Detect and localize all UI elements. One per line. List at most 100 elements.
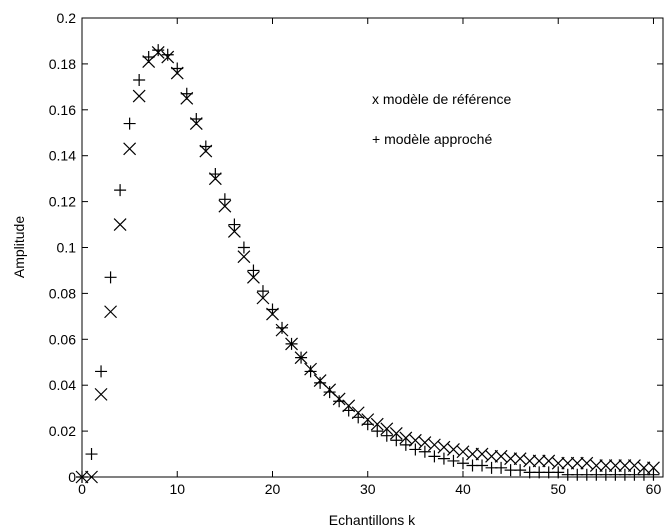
series-layer	[75, 44, 660, 484]
x-marker-point	[485, 449, 498, 463]
x-marker-point	[447, 443, 460, 456]
series-reference	[75, 46, 660, 484]
x-tick-label: 0	[78, 481, 86, 497]
x-marker-point	[427, 438, 441, 452]
plus-marker-point	[256, 285, 269, 298]
x-marker-point	[570, 456, 584, 470]
x-tick-label: 10	[169, 481, 185, 497]
x-marker-point	[647, 461, 660, 475]
y-tick-label: 0.02	[49, 423, 76, 439]
y-axis-label: Amplitude	[11, 216, 27, 278]
plus-marker-point	[409, 443, 422, 456]
plus-marker-point	[342, 404, 355, 417]
x-axis: 0 10 20 30 40 50 60	[78, 18, 661, 497]
x-marker-point	[104, 305, 117, 319]
x-tick-label: 20	[265, 481, 281, 497]
x-marker-point	[437, 440, 451, 454]
y-tick-label: 0.12	[49, 194, 76, 210]
x-marker-point	[523, 454, 537, 468]
x-marker-point	[123, 142, 137, 156]
x-marker-point	[618, 459, 632, 472]
x-marker-point	[513, 452, 527, 466]
x-marker-point	[380, 422, 394, 436]
plus-marker-point	[104, 271, 117, 284]
plus-marker-point	[218, 193, 231, 206]
x-marker-point	[637, 461, 651, 475]
plus-marker-point	[190, 112, 203, 125]
x-tick-label: 50	[550, 481, 566, 497]
plus-marker-point	[514, 464, 527, 477]
plus-marker-point	[266, 303, 279, 316]
plus-marker-point	[152, 44, 165, 57]
plus-marker-point	[295, 351, 308, 364]
x-marker-point	[475, 447, 489, 461]
plus-marker-point	[371, 425, 384, 438]
plus-marker-point	[399, 438, 412, 451]
plus-marker-point	[361, 418, 374, 431]
plus-marker-point	[276, 321, 289, 334]
x-marker-point	[237, 250, 251, 264]
y-tick-label: 0.08	[49, 285, 76, 301]
plus-marker-point	[142, 51, 155, 64]
x-marker-point	[561, 456, 575, 470]
plus-marker-point	[171, 62, 184, 75]
y-tick-label: 0.14	[49, 148, 76, 164]
x-marker-point	[504, 452, 518, 466]
x-marker-point	[599, 459, 613, 472]
x-marker-point	[370, 417, 384, 431]
x-marker-point	[389, 426, 403, 440]
plus-marker-point	[161, 48, 174, 61]
plus-marker-point	[333, 395, 346, 408]
plus-marker-point	[380, 429, 393, 442]
x-marker-point	[456, 445, 470, 459]
plus-marker-point	[456, 457, 469, 470]
y-axis: 0 0.02 0.04 0.06 0.08 0.1 0.12 0.14 0.16 0.18 0.2	[49, 10, 663, 485]
x-tick-label: 60	[646, 481, 662, 497]
plus-marker-point	[314, 376, 327, 389]
plus-marker-point	[447, 454, 460, 467]
x-marker-point	[227, 225, 241, 238]
plus-marker-point	[495, 461, 508, 474]
plus-marker-point	[95, 365, 108, 378]
x-marker-point	[113, 218, 127, 231]
plus-marker-point	[390, 434, 403, 447]
plus-marker-point	[133, 73, 146, 86]
plus-marker-point	[476, 459, 489, 472]
plus-marker-point	[209, 168, 222, 181]
x-marker-point	[256, 291, 270, 305]
y-tick-label: 0.2	[57, 10, 77, 26]
plus-marker-point	[418, 445, 431, 458]
x-tick-label: 30	[360, 481, 376, 497]
x-axis-label: Echantillons k	[329, 512, 416, 528]
plus-marker-point	[323, 386, 336, 399]
y-tick-label: 0	[68, 469, 76, 485]
plus-marker-point	[304, 365, 317, 378]
x-tick-label: 40	[455, 481, 471, 497]
x-marker-point	[580, 456, 594, 470]
plus-marker-point	[428, 450, 441, 463]
plus-marker-point	[114, 184, 127, 197]
plus-marker-point	[237, 241, 250, 254]
plus-marker-point	[85, 448, 98, 461]
plot-area	[81, 17, 664, 478]
x-marker-point	[85, 470, 98, 484]
plus-marker-point	[180, 87, 193, 100]
x-marker-point	[94, 387, 108, 401]
x-marker-point	[589, 459, 603, 472]
plus-marker-point	[352, 411, 365, 424]
x-marker-point	[551, 456, 565, 470]
legend-entry-approx: + modèle approché	[372, 131, 492, 147]
x-marker-point	[542, 454, 556, 468]
plus-marker-point	[199, 140, 212, 153]
plus-marker-point	[285, 337, 298, 350]
plus-marker-point	[76, 471, 88, 483]
x-marker-point	[132, 89, 146, 103]
plus-marker-point	[247, 264, 260, 277]
x-marker-point	[466, 447, 479, 461]
x-marker-point	[247, 270, 260, 284]
series-approx	[76, 44, 660, 483]
plus-marker-point	[437, 452, 450, 465]
y-tick-label: 0.06	[49, 331, 76, 347]
x-marker-point	[608, 459, 622, 472]
